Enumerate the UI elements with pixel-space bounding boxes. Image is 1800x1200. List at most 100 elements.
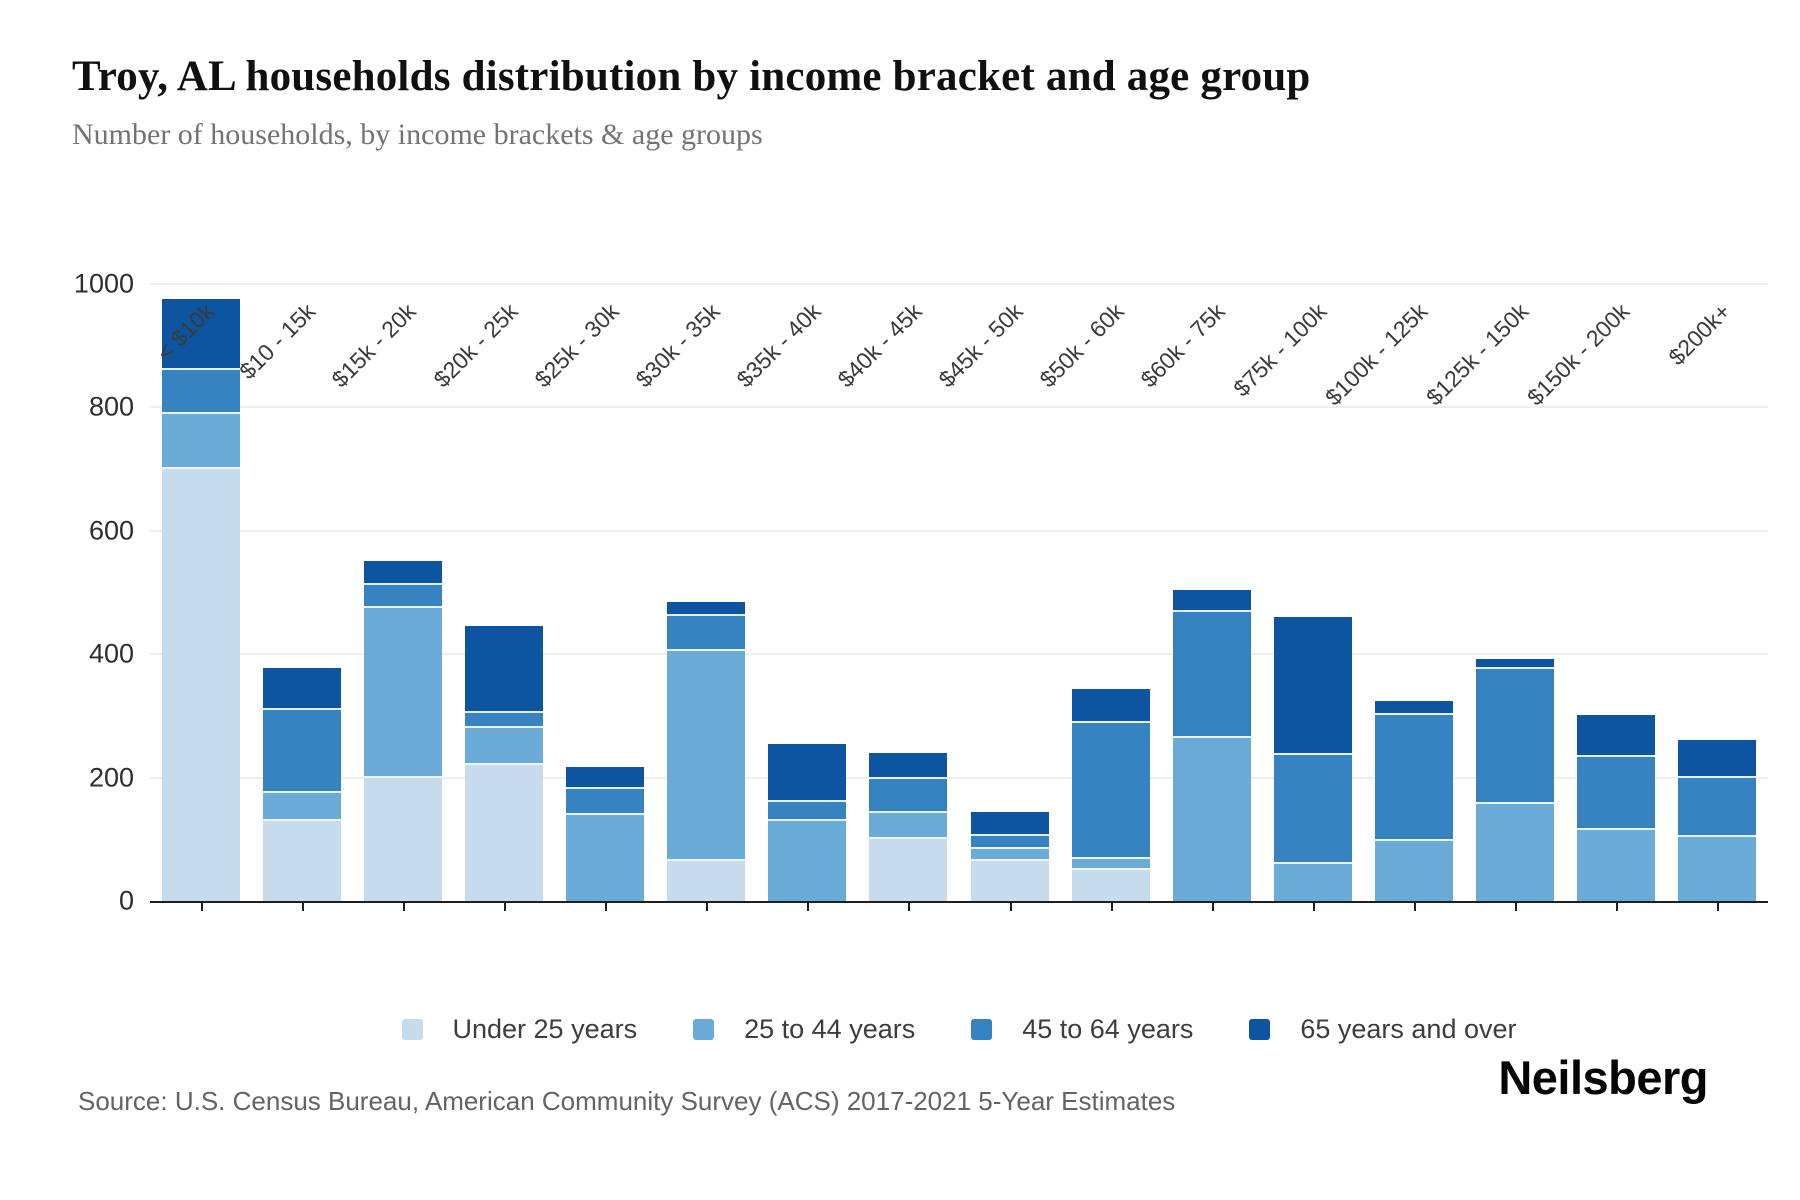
bar-segment [1375, 700, 1454, 716]
bar-slot: $30k - 35k [630, 284, 757, 911]
legend-item: 45 to 64 years [971, 1014, 1193, 1045]
x-axis-tick [605, 903, 608, 911]
bar-segment [1577, 715, 1656, 758]
bar-segment [1273, 617, 1352, 755]
bar-segment [1476, 804, 1555, 901]
bar-slot: $150k - 200k [1522, 284, 1667, 911]
brand-logo: Neilsberg [1498, 1051, 1708, 1104]
legend-swatch [1249, 1019, 1271, 1040]
bar-segment [869, 813, 948, 840]
bar-segment [1375, 840, 1454, 901]
bar-slot: $200k+ [1663, 284, 1768, 911]
gridline [150, 776, 1768, 779]
bar-segment [566, 767, 645, 789]
bar-slot: $25k - 30k [529, 284, 656, 911]
bar-segment [464, 728, 543, 766]
bar-segment [363, 607, 442, 778]
x-axis-tick [1110, 903, 1113, 911]
bar-segment [768, 802, 847, 821]
bar-segment [1476, 669, 1555, 805]
gridline [150, 283, 1768, 285]
x-axis-label: $200k+ [1663, 298, 1736, 371]
legend-label: 25 to 44 years [744, 1014, 916, 1044]
bars-layer: < $10k $10 - 15k $15k - 20k $20k - 25k $25k … [150, 284, 1768, 911]
x-axis-tick [807, 903, 810, 911]
bar-slot: $40k - 45k [832, 284, 959, 911]
y-axis-label: 0 [118, 885, 134, 916]
legend-swatch [693, 1019, 715, 1040]
bar-segment [1375, 715, 1454, 841]
stacked-bar [1476, 658, 1555, 901]
stacked-bar [262, 668, 341, 901]
bar-segment [262, 793, 341, 821]
bar-segment [262, 709, 341, 794]
bar-segment [464, 712, 543, 729]
bar-segment [768, 743, 847, 803]
stacked-bar [1273, 617, 1352, 901]
x-axis-tick [301, 903, 304, 911]
source-note: Source: U.S. Census Bureau, American Com… [78, 1086, 1176, 1116]
bar-segment [970, 836, 1049, 849]
bar-segment [161, 299, 240, 371]
bar-segment [869, 752, 948, 780]
x-axis-tick [402, 903, 405, 911]
bar-segment [161, 469, 240, 901]
bar-segment [1273, 754, 1352, 864]
y-axis-label: 600 [88, 515, 134, 546]
page-title: Troy, AL households distribution by inco… [72, 53, 1311, 100]
bar-segment [1172, 611, 1251, 738]
x-axis-tick [1515, 903, 1518, 911]
gridline [150, 529, 1768, 532]
legend: Under 25 years 25 to 44 years 45 to 64 yea… [150, 1014, 1768, 1045]
x-axis-tick [200, 903, 203, 911]
bar-segment [1476, 658, 1555, 670]
bar-segment [869, 839, 948, 901]
stacked-bar [667, 601, 746, 901]
bar-segment [1577, 757, 1656, 831]
x-axis-tick [1717, 903, 1720, 911]
bar-slot: $20k - 25k [428, 284, 554, 911]
bar-segment [262, 820, 341, 901]
stacked-bar [768, 743, 847, 901]
bar-slot: < $10k [150, 284, 251, 911]
legend-label: 45 to 64 years [1022, 1014, 1194, 1044]
bar-slot: $35k - 40k [731, 284, 858, 911]
legend-swatch [401, 1019, 423, 1040]
bar-segment [1577, 830, 1656, 901]
bar-segment [667, 615, 746, 652]
y-axis-label: 200 [88, 762, 134, 793]
stacked-bar [566, 767, 645, 901]
bar-segment [667, 651, 746, 861]
bar-segment [262, 668, 341, 710]
plot-area: 0 200 400 600 800 1000 < $10k $10 - 15k $15k - … [74, 269, 1768, 916]
stacked-bar [1678, 739, 1757, 901]
stacked-bar [1375, 700, 1454, 901]
bar-slot: $75k - 100k [1228, 284, 1363, 911]
x-axis-tick [1616, 903, 1619, 911]
bar-segment [970, 860, 1049, 901]
bar-segment [768, 820, 847, 901]
legend-label: 65 years and over [1300, 1014, 1517, 1044]
y-axis-label: 1000 [73, 268, 134, 299]
bar-segment [363, 584, 442, 608]
stacked-bar [1172, 590, 1251, 901]
legend-item: 25 to 44 years [693, 1014, 915, 1045]
bar-segment [970, 848, 1049, 861]
stacked-bar [1071, 689, 1150, 901]
bar-slot: $15k - 20k [327, 284, 453, 911]
legend-swatch [971, 1019, 993, 1040]
legend-item: Under 25 years [401, 1014, 637, 1045]
bar-segment [1273, 863, 1352, 901]
page-subtitle: Number of households, by income brackets… [72, 118, 763, 151]
bar-segment [1071, 859, 1150, 871]
bar-segment [667, 860, 746, 901]
y-axis-label: 800 [88, 391, 134, 422]
x-axis-tick [503, 903, 506, 911]
gridline [150, 406, 1768, 409]
stacked-bar [869, 752, 948, 901]
x-axis-tick [1312, 903, 1315, 911]
bar-slot: $50k - 60k [1035, 284, 1161, 911]
bar-segment [363, 777, 442, 901]
bar-segment [566, 814, 645, 901]
